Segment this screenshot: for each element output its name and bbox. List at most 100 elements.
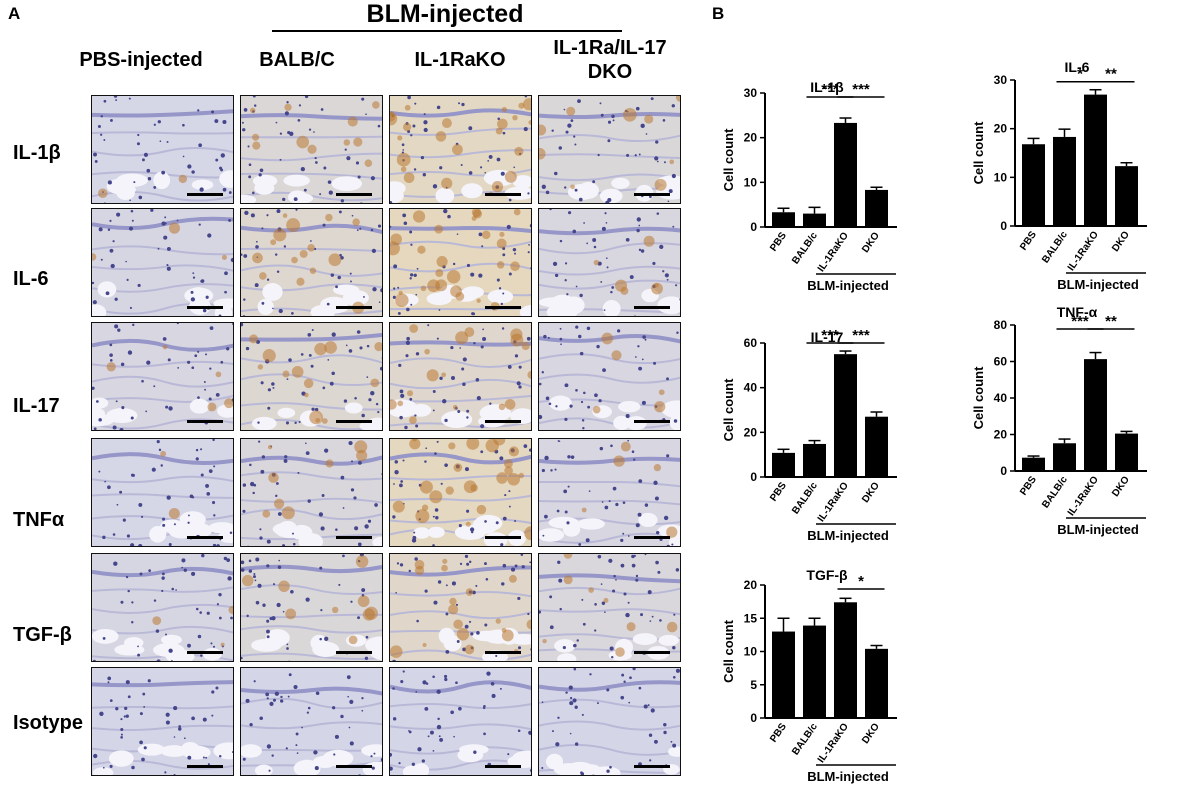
histology-image-il6-pbs xyxy=(91,208,234,317)
y-tick-label: 20 xyxy=(744,578,758,592)
x-tick-label: BALB/c xyxy=(1040,229,1070,265)
y-axis-label: Cell count xyxy=(971,366,986,430)
column-header-balbc: BALB/C xyxy=(259,49,335,71)
x-tick-label: BALB/c xyxy=(790,230,820,266)
bar-il1rako xyxy=(834,602,857,718)
bar-chart-il1b: IL-1β Cell count 0 10 20 30 PBS BALB/cIL-1RaKO D… xyxy=(721,80,897,293)
histology-image-isotype-dko xyxy=(538,667,681,776)
histology-image-tnfa-dko xyxy=(538,438,681,547)
scale-bar xyxy=(634,536,670,539)
bar-il1rako xyxy=(834,354,857,477)
scale-bar xyxy=(634,306,670,309)
x-tick-label: PBS xyxy=(1018,474,1039,497)
significance-label: *** xyxy=(821,330,839,344)
significance-label: *** xyxy=(852,330,870,344)
bar-pbs xyxy=(772,452,795,477)
bar-balbc xyxy=(803,443,826,477)
bar-dko xyxy=(1115,433,1138,471)
histology-image-tnfa-pbs xyxy=(91,438,234,547)
scale-bar xyxy=(187,765,223,768)
histology-image-il17-il1rako xyxy=(389,322,532,431)
row-label-il17: IL-17 xyxy=(13,395,60,417)
bar-pbs xyxy=(1022,144,1045,226)
bar-chart-tnfa: TNF-α Cell count 0 20 40 60 80 PBS BALB/cIL-1RaK… xyxy=(971,305,1147,537)
scale-bar xyxy=(336,193,372,196)
bar-dko xyxy=(1115,166,1138,226)
blm-injected-group-line xyxy=(272,30,622,32)
bar-balbc xyxy=(803,213,826,227)
significance-label: ** xyxy=(1105,313,1117,330)
bar-balbc xyxy=(1053,443,1076,471)
bar-balbc xyxy=(1053,136,1076,226)
x-tick-label: IL-1RaKO xyxy=(816,721,851,765)
y-tick-label: 40 xyxy=(744,381,758,395)
chart-title: IL-17 xyxy=(811,330,844,345)
y-tick-label: 20 xyxy=(994,428,1008,442)
bar-il1rako xyxy=(1084,359,1107,471)
y-tick-label: 30 xyxy=(994,73,1008,87)
histology-image-il6-il1rako xyxy=(389,208,532,317)
x-tick-label: BALB/c xyxy=(1040,474,1070,510)
histology-image-il17-balbc xyxy=(240,322,383,431)
histology-image-il6-dko xyxy=(538,208,681,317)
bar-pbs xyxy=(772,631,795,718)
scale-bar xyxy=(485,765,521,768)
group-label: BLM-injected xyxy=(1057,522,1139,537)
x-tick-label: DKO xyxy=(1110,229,1132,254)
column-header-il1rako: IL-1RaKO xyxy=(414,49,506,71)
scale-bar xyxy=(336,765,372,768)
x-tick-label: PBS xyxy=(1018,229,1039,252)
scale-bar xyxy=(485,651,521,654)
y-axis-label: Cell count xyxy=(721,378,736,442)
histology-image-il6-balbc xyxy=(240,208,383,317)
y-tick-label: 0 xyxy=(750,470,757,484)
x-tick-label: PBS xyxy=(768,480,789,503)
y-axis-label: Cell count xyxy=(971,121,986,185)
y-tick-label: 80 xyxy=(994,318,1008,332)
histology-image-il1b-pbs xyxy=(91,95,234,204)
y-tick-label: 20 xyxy=(744,425,758,439)
panel-b-letter: B xyxy=(712,4,725,23)
histology-image-tgfb-dko xyxy=(538,553,681,662)
bar-dko xyxy=(865,648,888,718)
y-axis-label: Cell count xyxy=(721,619,736,683)
bar-pbs xyxy=(772,212,795,227)
y-tick-label: 5 xyxy=(750,678,757,692)
scale-bar xyxy=(634,420,670,423)
y-tick-label: 20 xyxy=(994,122,1008,136)
row-label-isotype: Isotype xyxy=(13,712,84,734)
x-tick-label: IL-1RaKO xyxy=(1066,229,1101,273)
row-label-tnfa: TNFα xyxy=(13,509,65,531)
histology-image-tnfa-il1rako xyxy=(389,438,532,547)
significance-label: * xyxy=(858,573,864,590)
histology-image-il1b-balbc xyxy=(240,95,383,204)
x-tick-label: DKO xyxy=(1110,474,1132,499)
x-tick-label: IL-1RaKO xyxy=(816,480,851,524)
y-tick-label: 10 xyxy=(994,170,1008,184)
bar-chart-il6: IL-6 Cell count 0 10 20 30 PBS BALB/cIL-1RaKO DK… xyxy=(971,60,1147,292)
chart-title: TNF-α xyxy=(1057,305,1098,320)
x-tick-label: PBS xyxy=(768,721,789,744)
y-tick-label: 0 xyxy=(1000,464,1007,478)
scale-bar xyxy=(187,420,223,423)
significance-label: *** xyxy=(1071,313,1089,330)
histology-image-il1b-dko xyxy=(538,95,681,204)
x-tick-label: BALB/c xyxy=(790,480,820,516)
scale-bar xyxy=(485,306,521,309)
y-tick-label: 60 xyxy=(994,355,1008,369)
bar-chart-il17: IL-17 Cell count 0 20 40 60 PBS BALB/cIL-1RaKO D… xyxy=(721,330,897,543)
bar-chart-tgfb: TGF-β Cell count 0 5 10 15 20 PBS BALB/cIL-1RaKO… xyxy=(721,568,897,784)
y-tick-label: 60 xyxy=(744,336,758,350)
blm-injected-group-label: BLM-injected xyxy=(366,0,524,28)
y-tick-label: 30 xyxy=(744,86,758,100)
y-tick-label: 0 xyxy=(750,220,757,234)
scale-bar xyxy=(187,536,223,539)
scale-bar xyxy=(634,193,670,196)
histology-image-tgfb-balbc xyxy=(240,553,383,662)
chart-title: IL-6 xyxy=(1065,60,1090,75)
histology-image-tgfb-pbs xyxy=(91,553,234,662)
bar-dko xyxy=(865,416,888,477)
bar-pbs xyxy=(1022,457,1045,471)
bar-balbc xyxy=(803,625,826,718)
scale-bar xyxy=(485,420,521,423)
